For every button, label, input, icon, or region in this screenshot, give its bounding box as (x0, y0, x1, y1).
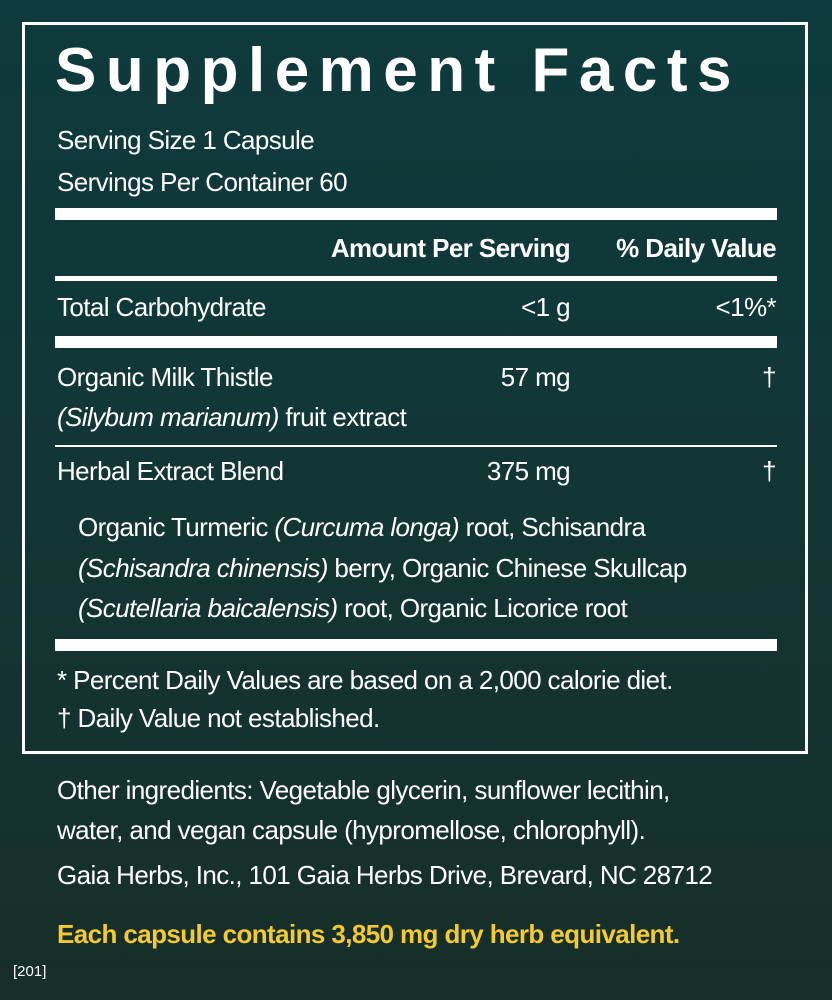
row-amount: 375 mg (486, 456, 571, 486)
row-dv: † (762, 362, 776, 392)
servings-per-container: Servings Per Container 60 (57, 167, 348, 197)
row-name: Total Carbohydrate (57, 292, 266, 322)
header-amount: Amount Per Serving (330, 233, 571, 263)
row-name: Herbal Extract Blend (57, 456, 284, 486)
row-dv: † (762, 456, 776, 486)
other-ingredients: Other ingredients: Vegetable glycerin, s… (57, 775, 670, 805)
label-code: [201] (13, 963, 47, 980)
herb-equivalent: Each capsule contains 3,850 mg dry herb … (57, 919, 680, 949)
footnote-percent: * Percent Daily Values are based on a 2,… (57, 665, 673, 695)
blend-line: Organic Turmeric (Curcuma longa) root, S… (78, 512, 646, 542)
latin-name: (Schisandra chinensis) (78, 553, 328, 583)
blend-text: Organic Turmeric (78, 512, 275, 542)
row-dv: <1%* (715, 292, 777, 322)
divider-thick (55, 639, 777, 651)
serving-size: Serving Size 1 Capsule (57, 125, 315, 155)
blend-text: berry, Organic Chinese Skullcap (327, 553, 687, 583)
blend-line: (Scutellaria baicalensis) root, Organic … (78, 593, 628, 623)
plant-part: fruit extract (278, 402, 407, 432)
blend-line: (Schisandra chinensis) berry, Organic Ch… (78, 555, 687, 581)
divider-medium (55, 276, 777, 281)
latin-name: (Curcuma longa) (274, 512, 460, 542)
divider-thick (55, 336, 777, 348)
blend-text: root, Schisandra (459, 512, 646, 542)
blend-text: root, Organic Licorice root (337, 593, 628, 623)
divider-thin (55, 445, 777, 447)
other-ingredients: water, and vegan capsule (hypromellose, … (57, 815, 646, 845)
divider-thick (55, 208, 777, 220)
latin-name: (Scutellaria baicalensis) (78, 593, 338, 623)
manufacturer-address: Gaia Herbs, Inc., 101 Gaia Herbs Drive, … (57, 860, 713, 890)
row-amount: 57 mg (500, 362, 571, 392)
supplement-facts-panel (22, 22, 808, 754)
row-amount: <1 g (521, 292, 571, 322)
row-latin-line: (Silybum marianum) fruit extract (57, 402, 407, 432)
row-name: Organic Milk Thistle (57, 362, 273, 392)
header-daily-value: % Daily Value (616, 233, 776, 263)
footnote-dagger: † Daily Value not established. (57, 703, 380, 733)
latin-name: (Silybum marianum) (57, 402, 279, 432)
panel-title: Supplement Facts (55, 36, 741, 105)
